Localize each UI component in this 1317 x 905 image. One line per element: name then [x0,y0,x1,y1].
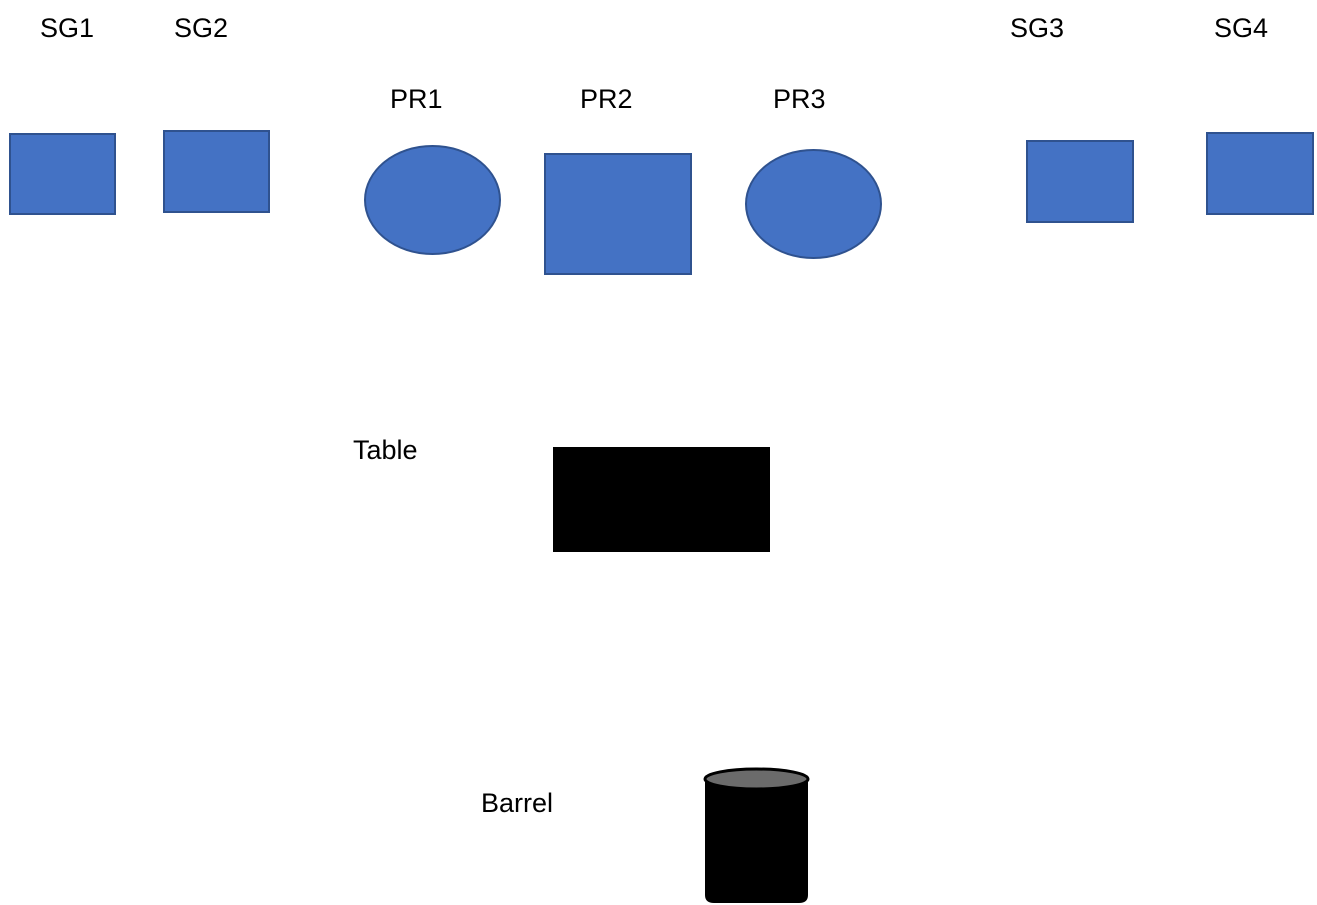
sg1-shape[interactable] [9,133,116,215]
sg1-label: SG1 [40,13,95,43]
pr3-shape[interactable] [745,149,882,259]
pr2-shape[interactable] [544,153,692,275]
barrel-body [705,779,808,903]
barrel-label: Barrel [481,788,554,818]
barrel-shape[interactable] [702,767,812,905]
pr1-label: PR1 [390,84,443,114]
sg3-shape[interactable] [1026,140,1134,223]
pr3-label: PR3 [773,84,826,114]
sg2-shape[interactable] [163,130,270,213]
table-shape[interactable] [553,447,770,552]
sg2-label: SG2 [174,13,229,43]
sg4-shape[interactable] [1206,132,1314,215]
pr2-label: PR2 [580,84,633,114]
barrel-top [703,767,810,791]
table-label: Table [353,435,418,465]
sg3-label: SG3 [1010,13,1065,43]
sg4-label: SG4 [1214,13,1269,43]
pr1-shape[interactable] [364,145,501,255]
